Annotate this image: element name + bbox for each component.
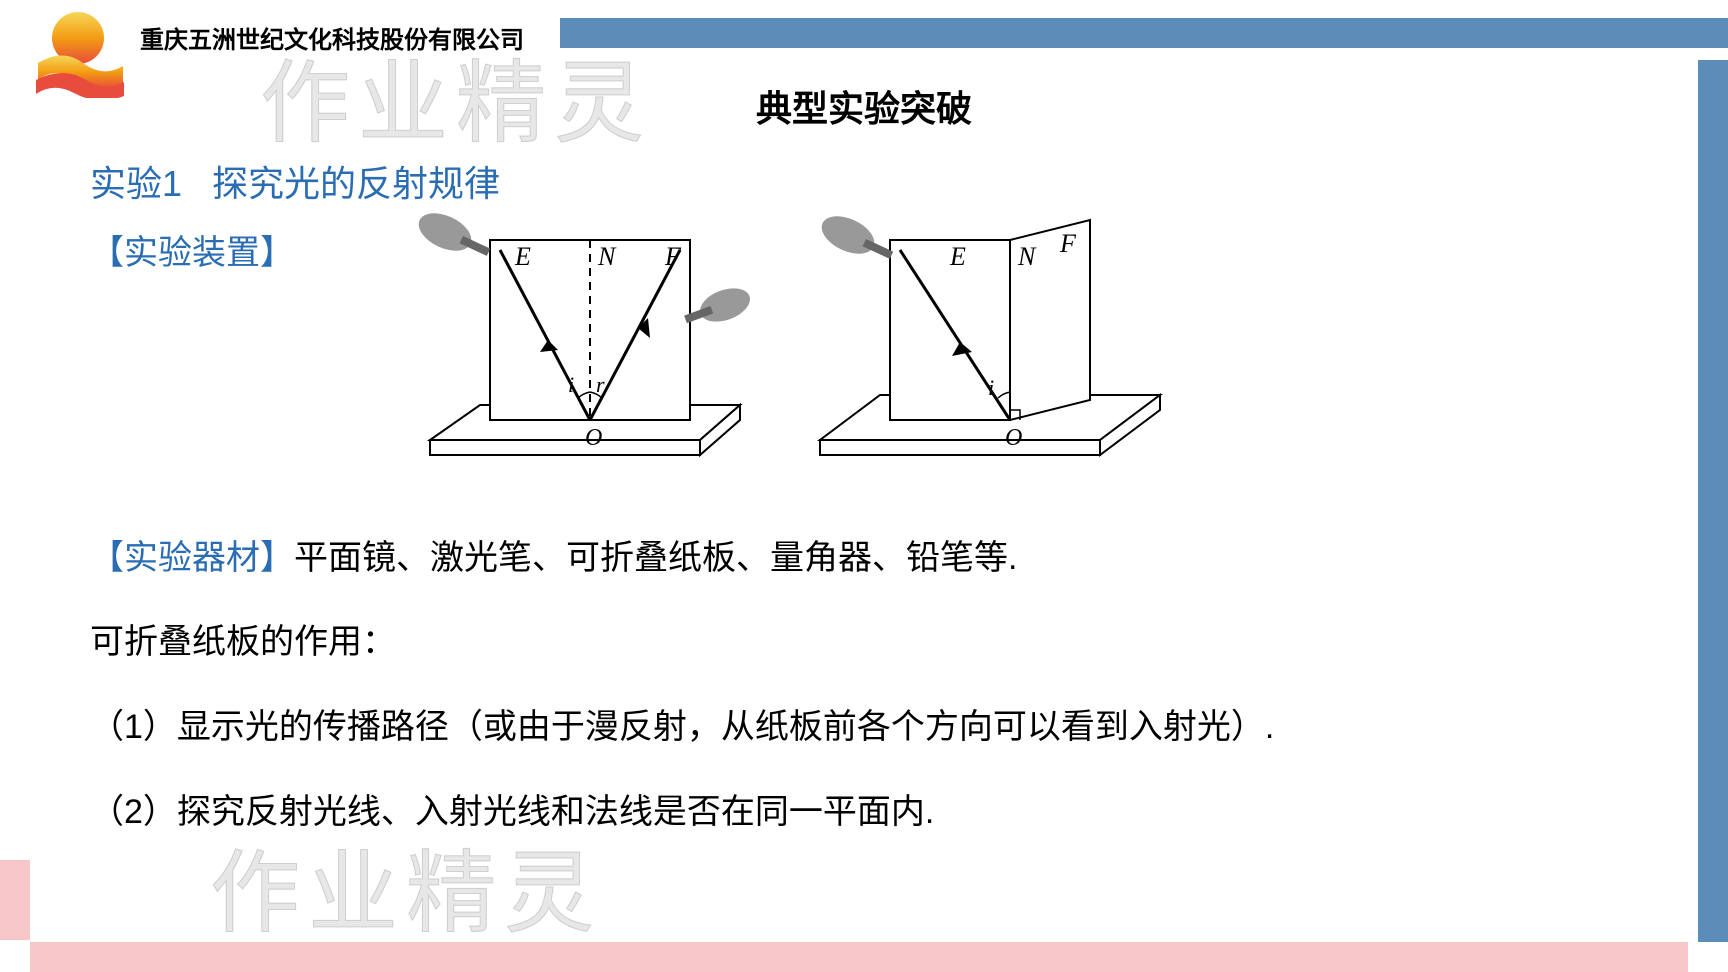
label-F-left: F: [664, 242, 682, 271]
label-N-left: N: [597, 242, 617, 271]
label-E-right: E: [949, 242, 966, 271]
left-pink-bar: [0, 860, 30, 940]
label-r-left: r: [596, 372, 605, 397]
label-i-left: i: [568, 372, 574, 397]
label-E-left: E: [514, 242, 531, 271]
company-name: 重庆五洲世纪文化科技股份有限公司: [140, 20, 524, 55]
board-function-1: （1）显示光的传播路径（或由于漫反射，从纸板前各个方向可以看到入射光）.: [90, 700, 1274, 754]
materials-row: 【实验器材】平面镜、激光笔、可折叠纸板、量角器、铅笔等.: [90, 530, 1017, 579]
setup-section-label: 【实验装置】: [90, 225, 294, 274]
materials-label: 【实验器材】: [90, 539, 294, 577]
watermark-bottom: 作业精灵: [210, 820, 602, 950]
label-N-right: N: [1017, 242, 1037, 271]
label-O-right: O: [1005, 425, 1022, 451]
page-root: 重庆五洲世纪文化科技股份有限公司 作业精灵 典型实验突破 实验1 探究光的反射规…: [0, 0, 1728, 972]
board-function-intro: 可折叠纸板的作用：: [90, 615, 396, 669]
experiment-name: 探究光的反射规律: [212, 163, 500, 204]
experiment-diagram: E N F i r O: [390, 210, 1190, 490]
top-blue-bar: [560, 18, 1728, 48]
main-title: 典型实验突破: [0, 80, 1728, 132]
right-blue-bar: [1698, 60, 1728, 942]
label-F-right: F: [1059, 229, 1077, 258]
board-function-2: （2）探究反射光线、入射光线和法线是否在同一平面内.: [90, 785, 934, 839]
label-i-right: i: [988, 375, 994, 400]
experiment-title: 实验1 探究光的反射规律: [90, 155, 500, 207]
experiment-number: 实验1: [90, 163, 182, 204]
materials-text: 平面镜、激光笔、可折叠纸板、量角器、铅笔等.: [294, 539, 1017, 577]
bottom-pink-bar: [30, 942, 1688, 972]
label-O-left: O: [585, 425, 602, 451]
